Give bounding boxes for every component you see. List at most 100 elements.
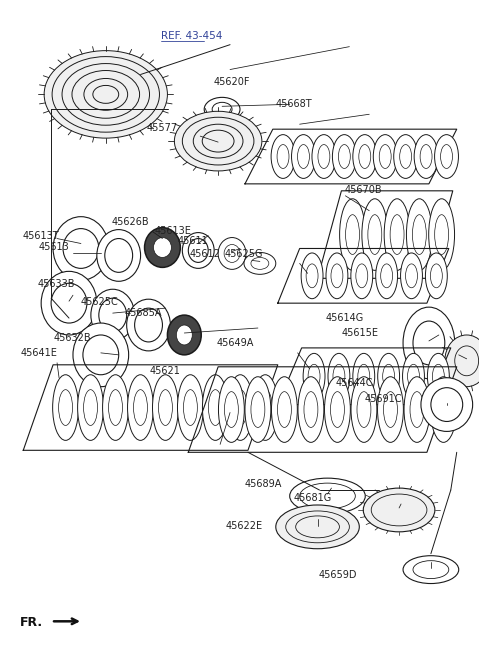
Text: 45668T: 45668T: [276, 99, 312, 109]
Text: REF. 43-454: REF. 43-454: [161, 31, 223, 41]
Ellipse shape: [97, 229, 141, 281]
Ellipse shape: [244, 253, 276, 274]
Ellipse shape: [202, 130, 234, 152]
Ellipse shape: [127, 299, 170, 351]
Ellipse shape: [378, 377, 403, 442]
Text: 45644C: 45644C: [336, 378, 373, 388]
Ellipse shape: [72, 70, 140, 118]
Ellipse shape: [78, 375, 104, 440]
Ellipse shape: [153, 375, 179, 440]
Ellipse shape: [128, 375, 154, 440]
Ellipse shape: [178, 375, 204, 440]
Ellipse shape: [44, 50, 168, 138]
Text: 45670B: 45670B: [345, 185, 383, 195]
Ellipse shape: [373, 135, 397, 178]
Text: 45612: 45612: [190, 249, 221, 259]
Text: 45622E: 45622E: [226, 521, 263, 531]
Text: 45691C: 45691C: [364, 394, 402, 404]
Ellipse shape: [272, 377, 297, 442]
Ellipse shape: [301, 253, 323, 299]
Ellipse shape: [394, 135, 418, 178]
Ellipse shape: [427, 353, 449, 399]
Ellipse shape: [404, 377, 430, 442]
Text: 45613: 45613: [38, 242, 70, 252]
Ellipse shape: [53, 375, 79, 440]
Ellipse shape: [445, 335, 480, 387]
Ellipse shape: [340, 199, 365, 271]
Text: 45689A: 45689A: [245, 479, 282, 489]
Ellipse shape: [105, 239, 132, 272]
Text: 45659D: 45659D: [319, 570, 357, 580]
Text: 45615E: 45615E: [341, 328, 378, 339]
Ellipse shape: [276, 505, 360, 549]
Ellipse shape: [63, 229, 99, 269]
Ellipse shape: [363, 488, 435, 532]
Ellipse shape: [218, 237, 246, 269]
Ellipse shape: [324, 377, 350, 442]
Ellipse shape: [298, 377, 324, 442]
Text: 45633B: 45633B: [37, 279, 75, 289]
Text: 45577: 45577: [147, 123, 178, 133]
Ellipse shape: [53, 217, 109, 280]
Ellipse shape: [351, 253, 373, 299]
Ellipse shape: [376, 253, 397, 299]
Text: 45681G: 45681G: [293, 493, 332, 503]
Ellipse shape: [134, 308, 162, 342]
Ellipse shape: [351, 377, 377, 442]
Ellipse shape: [99, 298, 127, 332]
Ellipse shape: [291, 135, 315, 178]
Text: 45613T: 45613T: [23, 231, 60, 241]
Ellipse shape: [303, 353, 325, 399]
Text: 45625G: 45625G: [225, 249, 263, 259]
Ellipse shape: [168, 315, 201, 355]
Ellipse shape: [91, 289, 134, 341]
Ellipse shape: [326, 253, 348, 299]
Ellipse shape: [378, 353, 399, 399]
Ellipse shape: [52, 56, 159, 132]
Ellipse shape: [51, 283, 87, 323]
Text: 45685A: 45685A: [124, 308, 162, 318]
Text: 45621: 45621: [149, 366, 180, 376]
Text: 45625C: 45625C: [80, 297, 118, 307]
Ellipse shape: [41, 271, 97, 335]
Text: 45641E: 45641E: [21, 347, 57, 357]
Ellipse shape: [252, 375, 278, 440]
Ellipse shape: [328, 353, 350, 399]
Ellipse shape: [154, 237, 171, 257]
Ellipse shape: [434, 135, 458, 178]
Ellipse shape: [431, 388, 463, 422]
Ellipse shape: [83, 335, 119, 375]
Ellipse shape: [182, 233, 214, 269]
Ellipse shape: [204, 97, 240, 121]
Text: 45626B: 45626B: [111, 217, 149, 227]
Ellipse shape: [144, 227, 180, 267]
Text: 45620F: 45620F: [214, 78, 250, 88]
Text: 45614G: 45614G: [326, 314, 364, 324]
Ellipse shape: [103, 375, 129, 440]
Ellipse shape: [421, 378, 473, 432]
Ellipse shape: [353, 353, 375, 399]
Ellipse shape: [84, 78, 128, 110]
Text: FR.: FR.: [20, 617, 43, 629]
Ellipse shape: [218, 377, 244, 442]
Ellipse shape: [62, 64, 150, 125]
Ellipse shape: [431, 377, 456, 442]
Ellipse shape: [413, 321, 445, 365]
Ellipse shape: [73, 323, 129, 387]
Ellipse shape: [407, 199, 432, 271]
Text: 45613E: 45613E: [154, 225, 191, 235]
Ellipse shape: [384, 199, 410, 271]
Ellipse shape: [182, 117, 254, 165]
Ellipse shape: [401, 253, 422, 299]
Ellipse shape: [193, 124, 243, 158]
Ellipse shape: [93, 86, 119, 103]
Ellipse shape: [203, 375, 228, 440]
Ellipse shape: [176, 325, 192, 345]
Ellipse shape: [333, 135, 356, 178]
Text: 45632B: 45632B: [54, 333, 92, 343]
Ellipse shape: [403, 307, 455, 379]
Ellipse shape: [425, 253, 447, 299]
Text: 45611: 45611: [178, 236, 209, 246]
Text: 45649A: 45649A: [216, 337, 253, 347]
Ellipse shape: [271, 135, 295, 178]
